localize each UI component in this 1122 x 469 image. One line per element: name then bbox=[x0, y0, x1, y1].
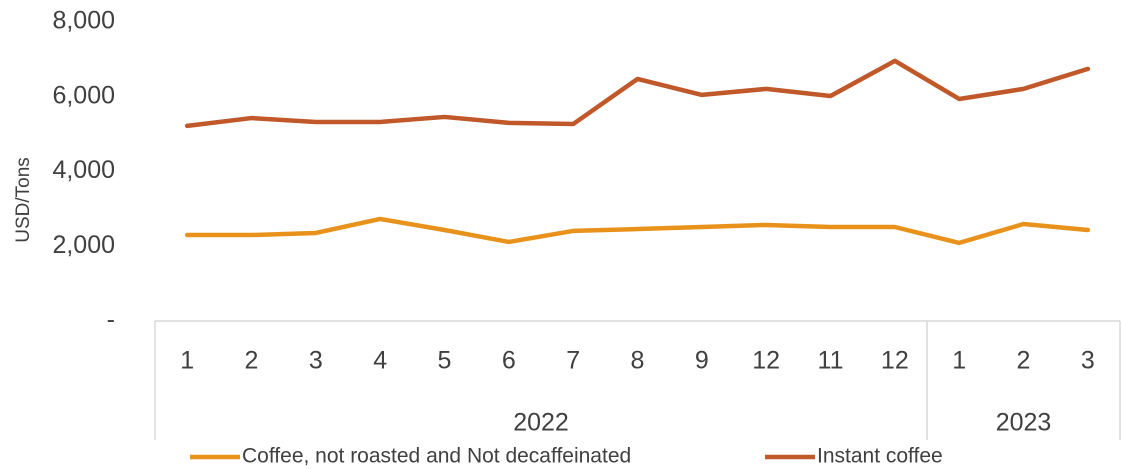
y-tick-label: 4,000 bbox=[52, 156, 115, 184]
x-tick-label: 3 bbox=[309, 347, 323, 375]
x-tick-label: 6 bbox=[502, 347, 516, 375]
x-tick-label: 2 bbox=[245, 347, 259, 375]
x-tick-label: 5 bbox=[438, 347, 452, 375]
y-tick-label: 6,000 bbox=[52, 81, 115, 109]
x-tick-label: 4 bbox=[373, 347, 387, 375]
y-tick-label: 8,000 bbox=[52, 7, 115, 35]
x-tick-label: 9 bbox=[695, 347, 709, 375]
x-tick-label: 1 bbox=[180, 347, 194, 375]
legend-label: Instant coffee bbox=[817, 445, 943, 468]
y-tick-label: - bbox=[107, 306, 115, 334]
y-axis-label: USD/Tons bbox=[13, 157, 34, 243]
x-tick-label: 1 bbox=[952, 347, 966, 375]
x-tick-label: 11 bbox=[818, 347, 844, 375]
x-tick-label: 7 bbox=[566, 347, 580, 375]
x-tick-label: 3 bbox=[1081, 347, 1095, 375]
x-tick-label: 8 bbox=[631, 347, 645, 375]
y-tick-label: 2,000 bbox=[52, 231, 115, 259]
x-tick-label: 12 bbox=[752, 347, 780, 375]
legend-label: Coffee, not roasted and Not decaffeinate… bbox=[242, 445, 631, 468]
series-line bbox=[184, 58, 1091, 129]
x-tick-label: 2 bbox=[1017, 347, 1031, 375]
series-line bbox=[184, 216, 1091, 246]
x-group-label: 2023 bbox=[996, 409, 1052, 437]
x-tick-label: 12 bbox=[881, 347, 909, 375]
x-group-label: 2022 bbox=[513, 409, 569, 437]
